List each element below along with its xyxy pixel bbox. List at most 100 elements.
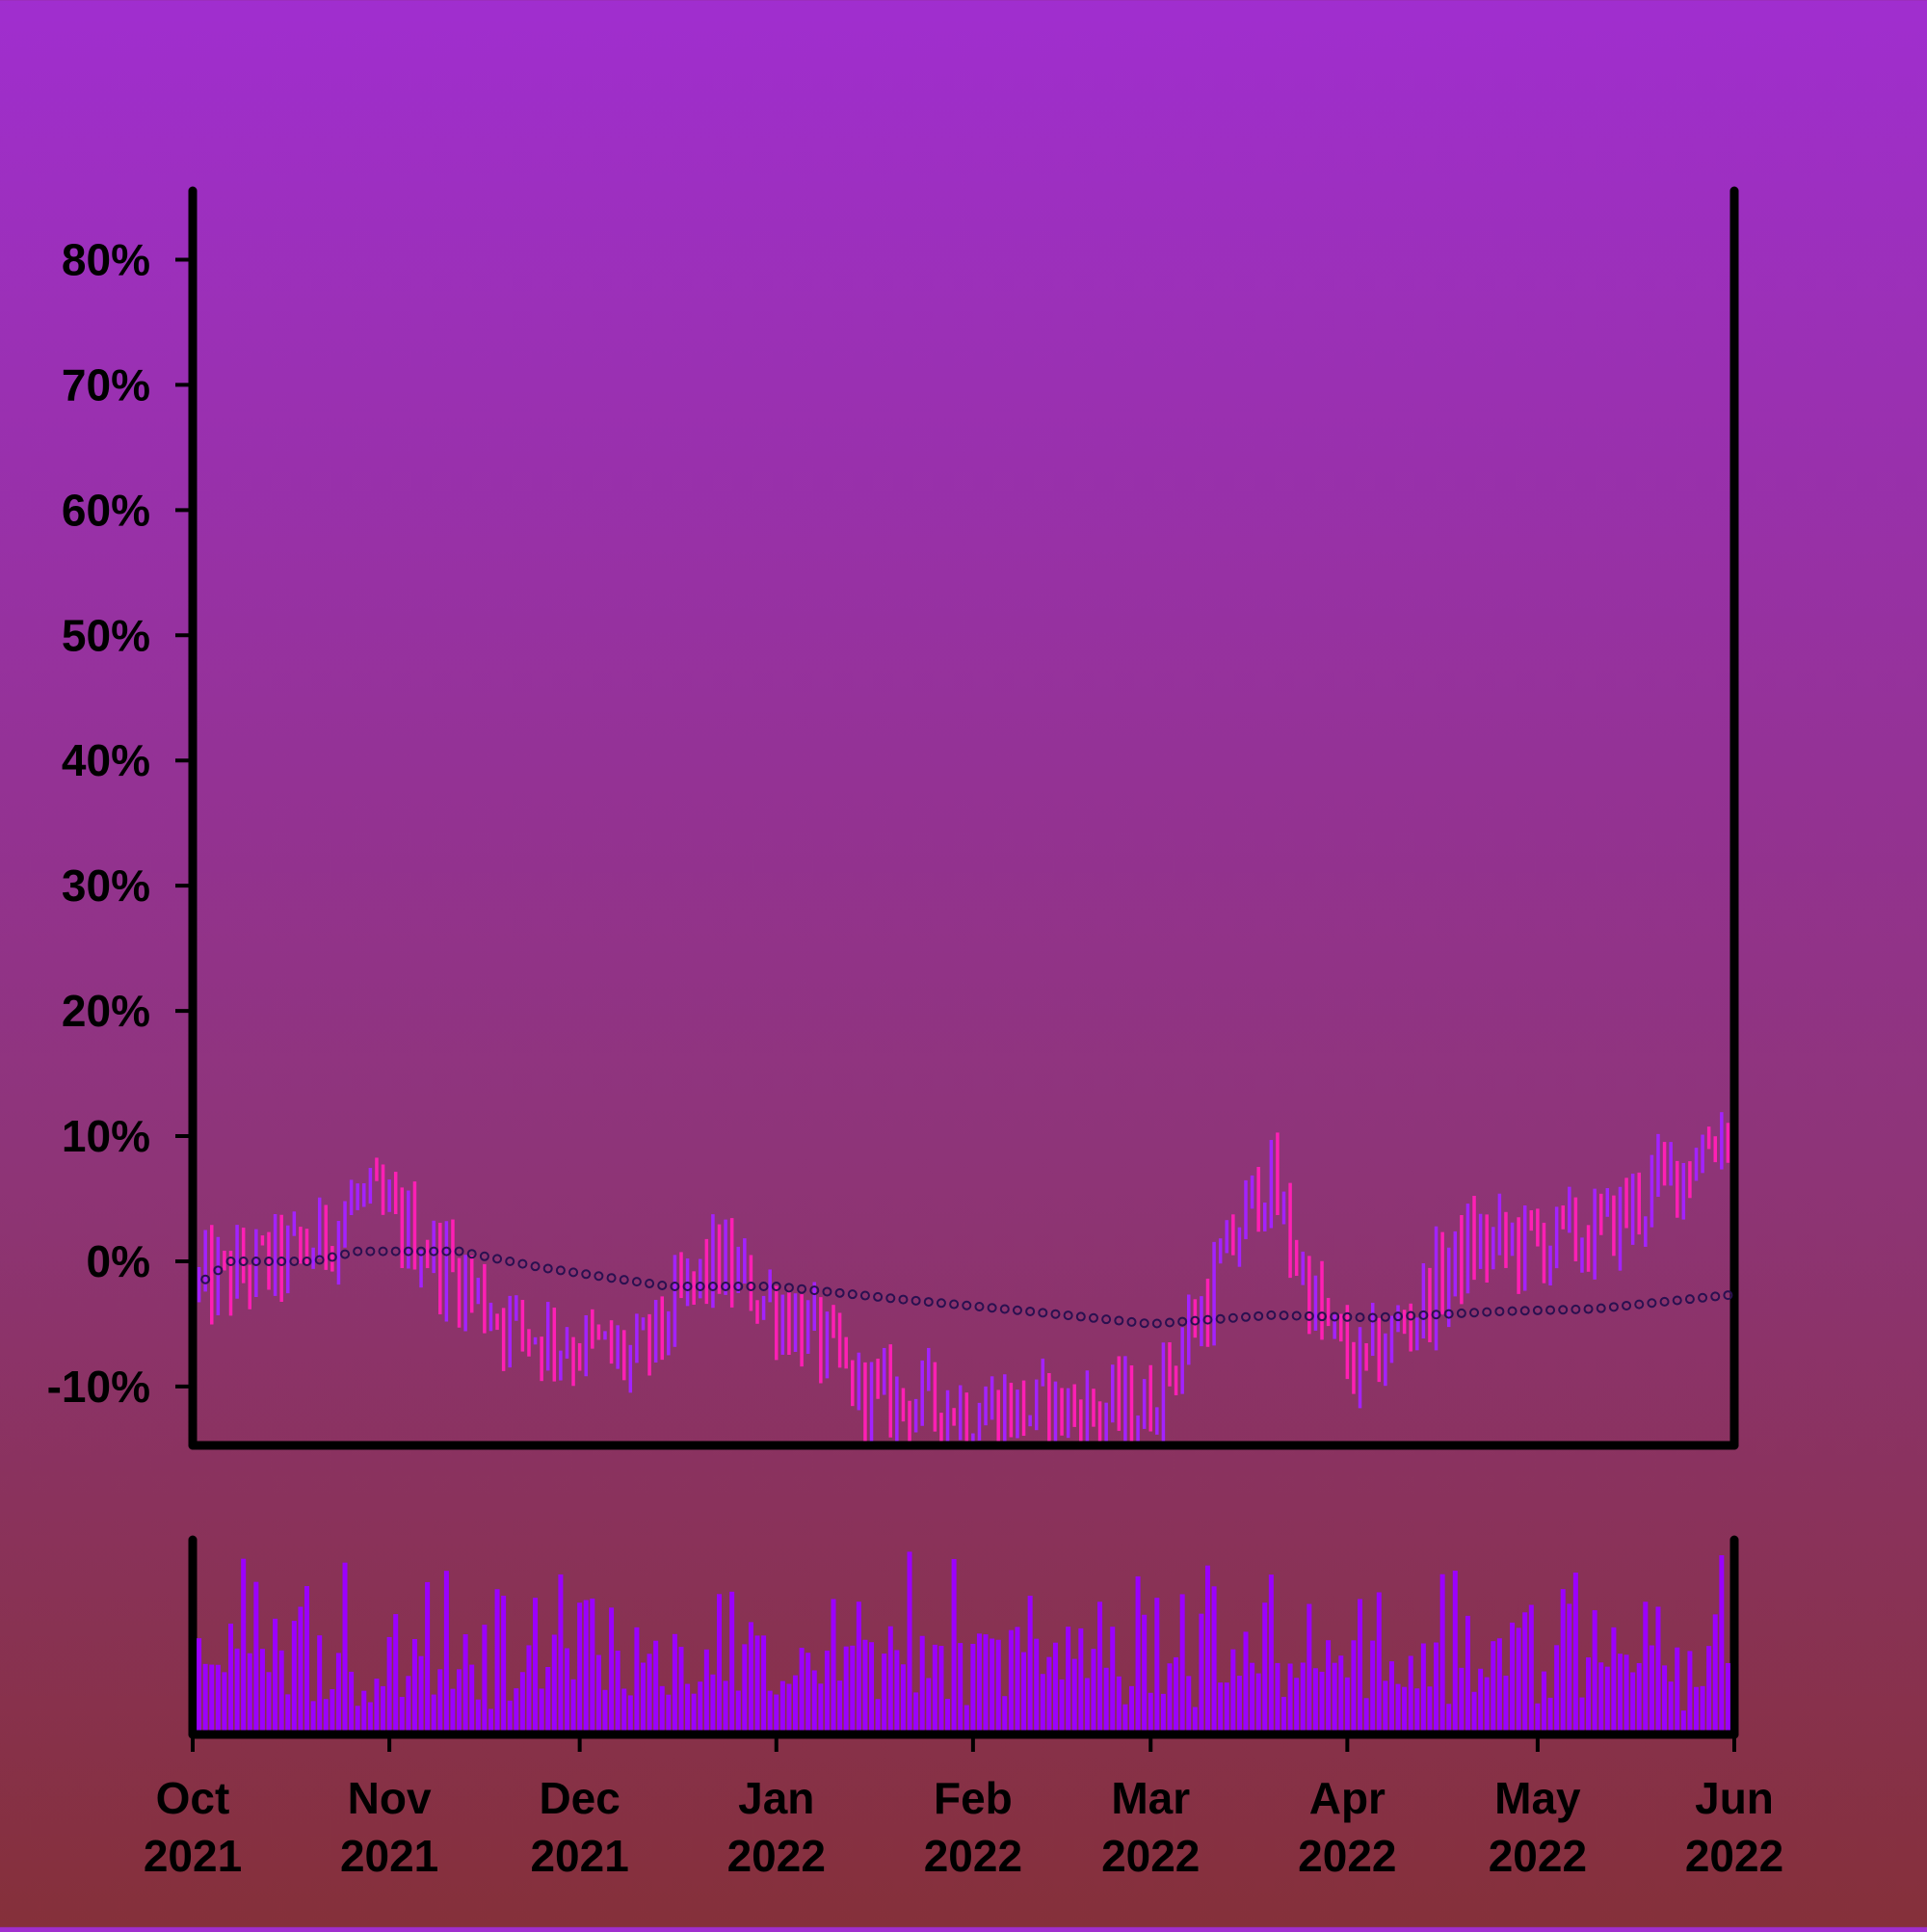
volume-bar <box>1250 1662 1255 1731</box>
volume-bar <box>1351 1640 1357 1731</box>
moving-average-marker <box>771 1281 781 1291</box>
moving-average-marker <box>1456 1308 1466 1318</box>
moving-average-marker <box>707 1281 718 1291</box>
volume-bar <box>361 1690 367 1731</box>
volume-bar <box>431 1694 436 1731</box>
volume-bar <box>1255 1673 1261 1731</box>
moving-average-marker <box>1227 1312 1238 1323</box>
volume-bar <box>793 1675 799 1731</box>
x-tick-month: Mar <box>1111 1773 1190 1823</box>
volume-bar <box>494 1589 500 1731</box>
volume-bar <box>1700 1685 1705 1731</box>
volume-bar <box>1503 1675 1509 1731</box>
moving-average-marker <box>1443 1309 1454 1319</box>
volume-bar <box>406 1676 411 1731</box>
volume-bar <box>983 1634 989 1731</box>
volume-bar <box>869 1642 875 1731</box>
moving-average-marker <box>1418 1310 1429 1320</box>
volume-bar <box>469 1664 475 1731</box>
volume-bar <box>1040 1674 1045 1731</box>
volume-bar <box>932 1644 937 1731</box>
volume-bar <box>437 1669 443 1731</box>
moving-average-marker <box>327 1252 337 1262</box>
volume-bar <box>1604 1666 1610 1731</box>
volume-bar <box>533 1598 539 1731</box>
volume-bar <box>1655 1606 1661 1731</box>
volume-bars <box>197 1551 1730 1731</box>
volume-bar <box>666 1694 672 1731</box>
moving-average-marker <box>949 1299 960 1310</box>
volume-bar <box>1186 1676 1192 1731</box>
moving-average-marker <box>1507 1306 1518 1316</box>
volume-bar <box>1268 1575 1274 1731</box>
moving-average-marker <box>721 1281 731 1291</box>
moving-average-marker <box>1330 1311 1340 1322</box>
volume-bar <box>647 1654 652 1731</box>
moving-average-marker <box>1571 1304 1581 1314</box>
moving-average-marker <box>682 1281 693 1291</box>
moving-average-marker <box>1698 1292 1708 1303</box>
moving-average-marker <box>1050 1309 1061 1319</box>
volume-bar <box>425 1581 431 1731</box>
moving-average-marker <box>1519 1306 1530 1316</box>
volume-bar <box>659 1685 665 1731</box>
moving-average-marker <box>1367 1312 1378 1323</box>
moving-average-marker <box>1012 1305 1022 1315</box>
moving-average-marker <box>1596 1303 1606 1313</box>
moving-average-marker <box>619 1275 629 1285</box>
moving-average-marker <box>1063 1310 1073 1321</box>
moving-average-marker <box>859 1290 870 1301</box>
volume-bar <box>1547 1697 1553 1731</box>
moving-average-marker <box>1266 1310 1277 1320</box>
volume-bar <box>1388 1661 1394 1731</box>
volume-bar <box>317 1635 323 1731</box>
volume-bar <box>1643 1601 1649 1731</box>
volume-bar <box>1332 1662 1337 1731</box>
volume-bar <box>1408 1655 1413 1731</box>
volume-bar <box>843 1646 849 1731</box>
volume-bar <box>1376 1592 1382 1731</box>
moving-average-marker <box>1723 1290 1733 1301</box>
moving-average-marker <box>365 1246 376 1257</box>
volume-bar <box>1199 1613 1204 1731</box>
volume-bar <box>273 1618 278 1731</box>
moving-average-marker <box>1583 1304 1594 1314</box>
volume-bar <box>1567 1603 1572 1731</box>
volume-bar <box>1154 1598 1160 1731</box>
volume-bar <box>1097 1601 1103 1731</box>
moving-average-marker <box>1622 1300 1632 1310</box>
volume-bar <box>590 1598 595 1731</box>
volume-bar <box>1439 1574 1445 1731</box>
moving-average-marker <box>302 1256 312 1266</box>
volume-bar <box>342 1562 348 1731</box>
volume-bar <box>1496 1638 1502 1731</box>
volume-bar <box>1204 1565 1210 1731</box>
volume-bar <box>1541 1671 1546 1731</box>
volume-bar <box>786 1683 792 1731</box>
volume-bar <box>1516 1628 1521 1731</box>
volume-bar <box>1623 1654 1629 1731</box>
volume-bar <box>779 1681 785 1731</box>
volume-bar <box>1243 1631 1249 1731</box>
volume-bar <box>1021 1652 1027 1731</box>
volume-bar <box>1535 1703 1541 1731</box>
moving-average-marker <box>1469 1308 1480 1318</box>
volume-bar <box>367 1702 373 1731</box>
moving-average-marker <box>898 1294 909 1305</box>
moving-average-marker <box>1164 1317 1175 1328</box>
ohlc-bars <box>197 1112 1730 1442</box>
volume-bar <box>1015 1627 1020 1731</box>
volume-bar <box>462 1634 468 1731</box>
moving-average-marker <box>277 1256 287 1266</box>
volume-bar <box>774 1694 779 1731</box>
volume-bar <box>259 1649 265 1731</box>
volume-bar <box>450 1688 456 1731</box>
moving-average-marker <box>645 1279 655 1289</box>
volume-bar <box>519 1672 525 1731</box>
volume-bar <box>856 1601 861 1731</box>
moving-average-marker <box>1393 1311 1404 1322</box>
moving-average-marker <box>353 1246 363 1257</box>
volume-bar <box>482 1625 488 1731</box>
moving-average-marker <box>213 1265 224 1276</box>
volume-bar <box>685 1683 691 1731</box>
